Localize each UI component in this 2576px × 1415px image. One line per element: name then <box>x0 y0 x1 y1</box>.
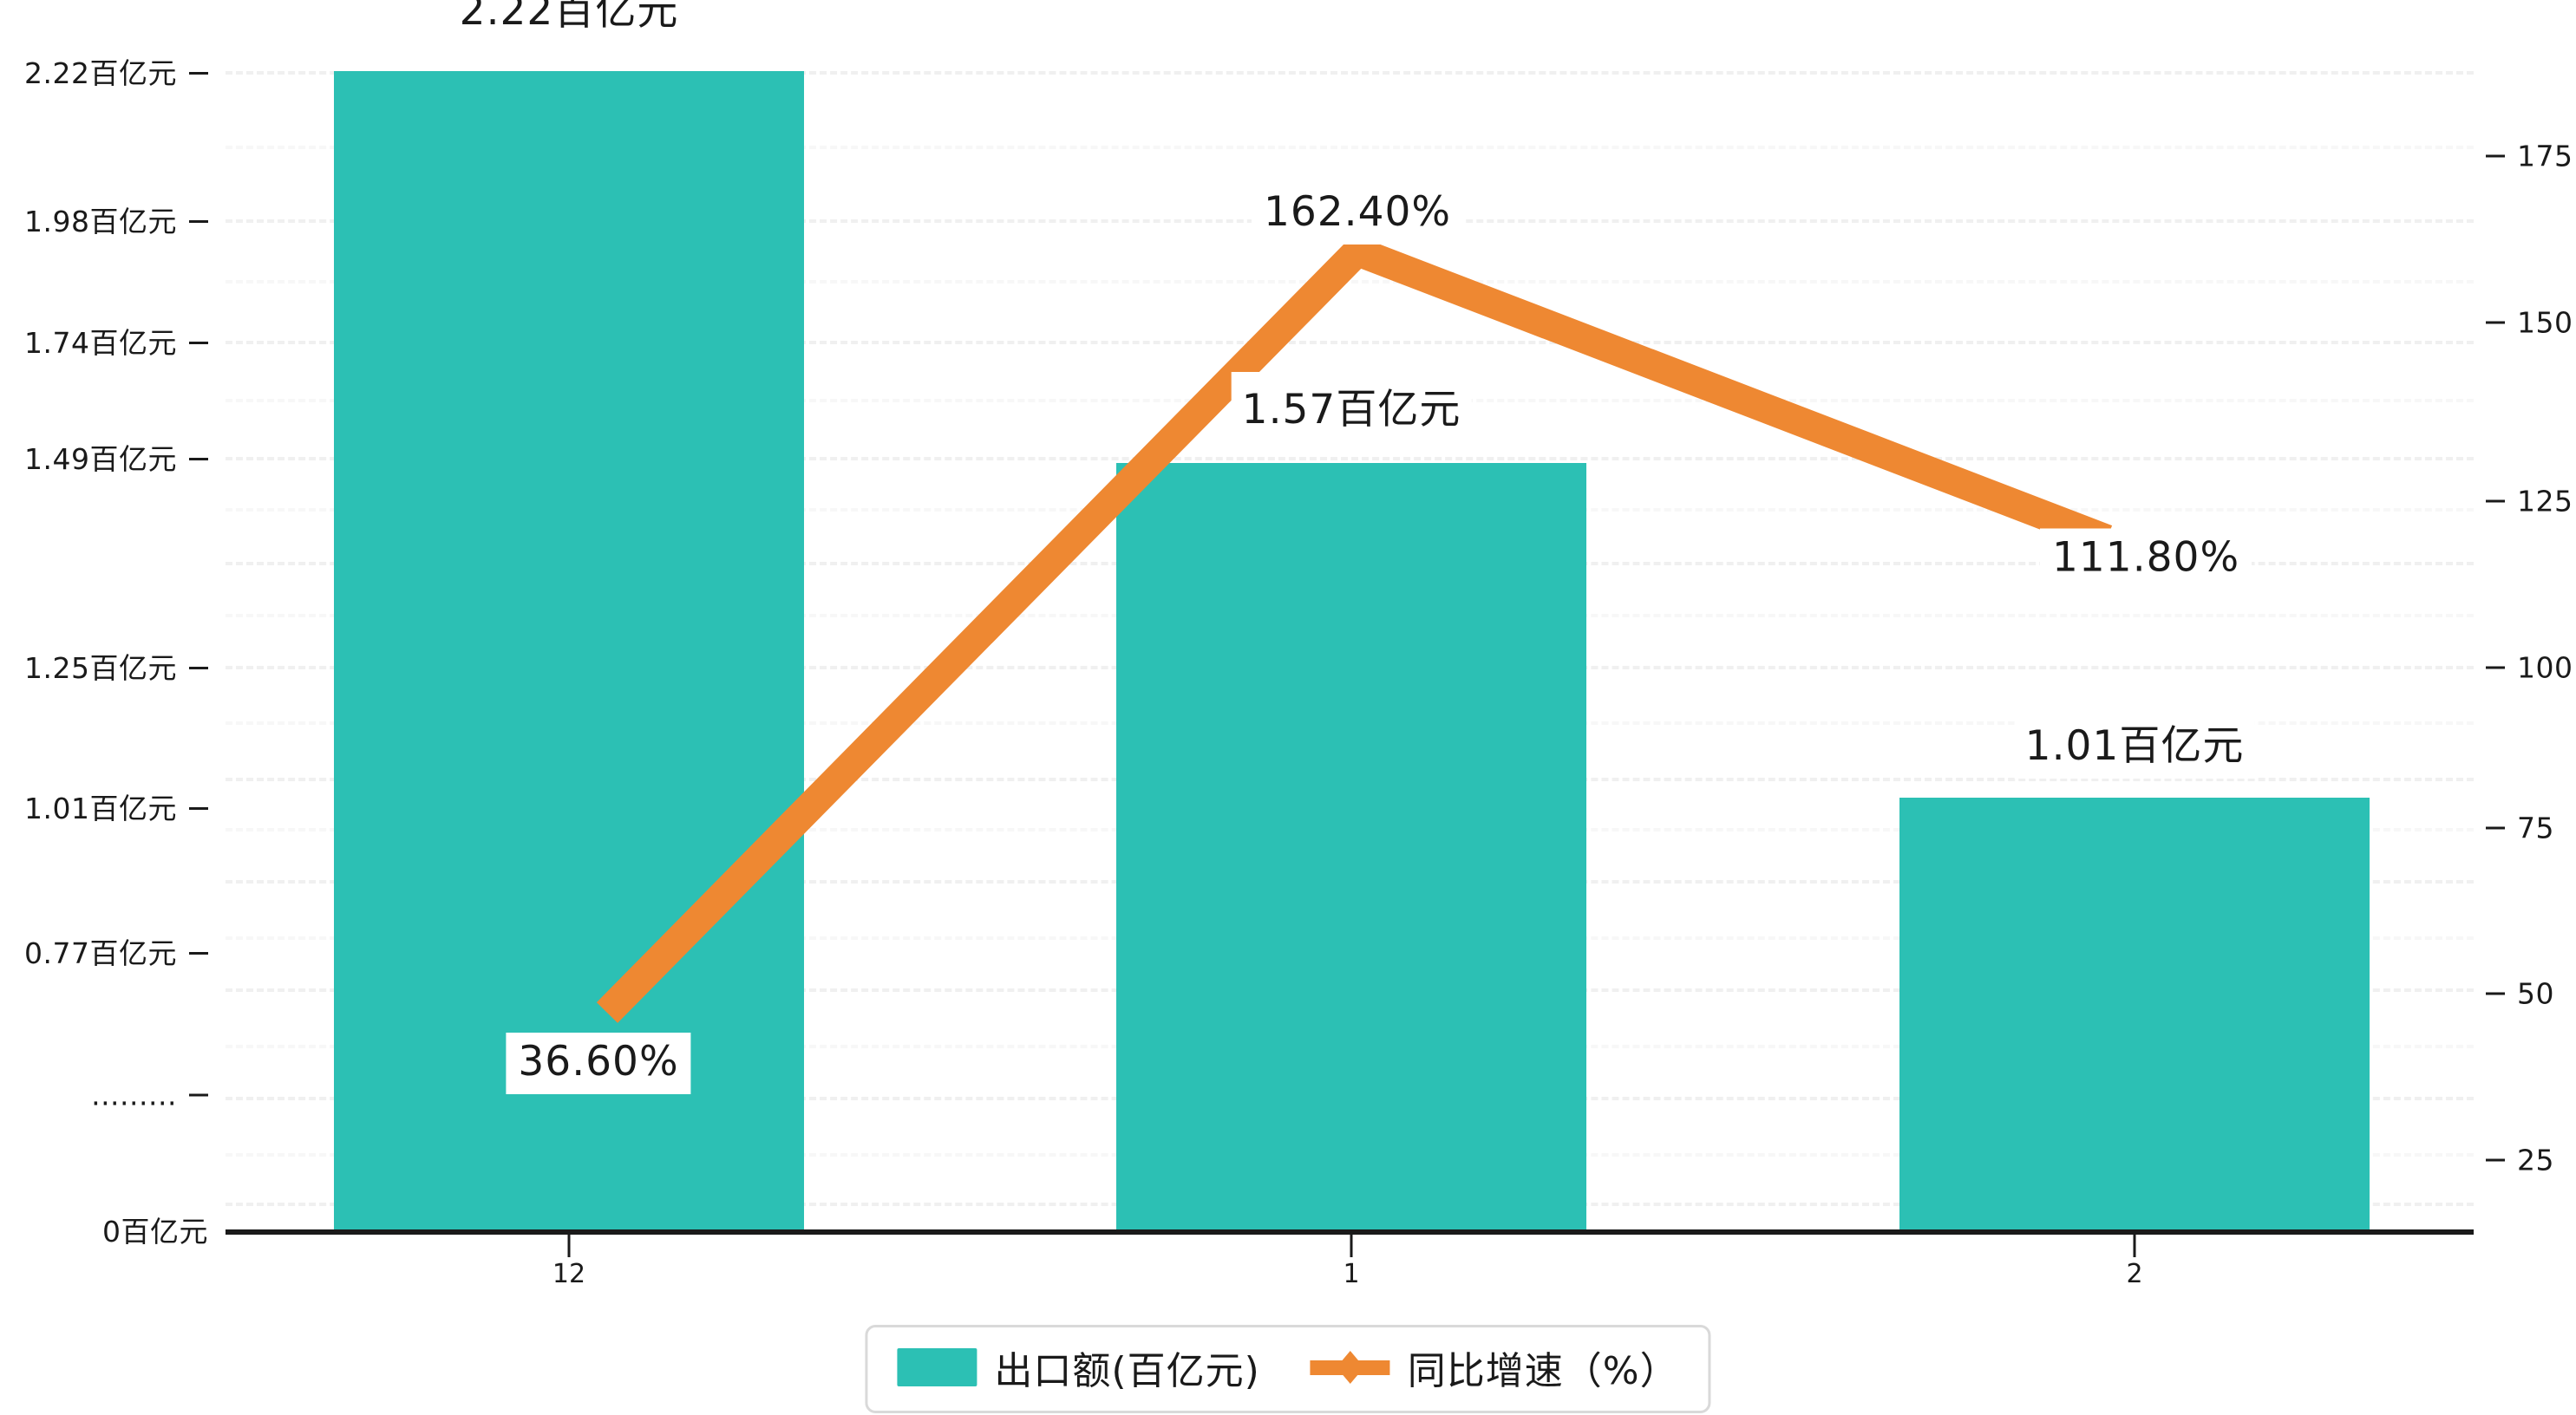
tick-mark-icon <box>2486 1158 2505 1162</box>
x-axis-tick-mark <box>1350 1235 1353 1257</box>
x-axis-label-1: 1 <box>1343 1259 1360 1289</box>
legend-bar-swatch-icon <box>897 1348 977 1386</box>
y-axis-left-tick-6: 1.74百亿元 <box>24 320 208 362</box>
tick-mark-icon <box>189 458 208 460</box>
y-axis-left-tick-3: 1.01百亿元 <box>24 786 208 827</box>
x-axis-line <box>226 1229 2474 1235</box>
tick-mark-icon <box>2486 666 2505 669</box>
bar-data-label-2: 1.01百亿元 <box>2014 708 2255 779</box>
tick-mark-icon <box>189 342 208 344</box>
bar-data-label-12: 2.22百亿元 <box>448 0 690 43</box>
x-axis-label-2: 2 <box>2126 1259 2143 1289</box>
y-axis-left-label: 1.01百亿元 <box>24 792 177 825</box>
tick-mark-icon <box>189 220 208 223</box>
legend-line-swatch-icon <box>1310 1348 1390 1386</box>
tick-mark-icon <box>2486 321 2505 324</box>
line-data-label-2: 111.80% <box>2040 528 2252 590</box>
y-axis-left-tick-5: 1.49百亿元 <box>24 436 208 478</box>
x-axis-label-12: 12 <box>552 1259 586 1289</box>
y-axis-left-tick-0: 0百亿元 <box>102 1209 208 1250</box>
legend-item-bar-series[interactable]: 出口额(百亿元) <box>897 1340 1259 1395</box>
bar-series-1-cat-1[interactable] <box>1116 463 1586 1231</box>
gridline <box>226 71 2474 75</box>
y-axis-right-label: 100 <box>2517 650 2573 685</box>
y-axis-right-tick-150: 150 <box>2486 306 2573 340</box>
line-data-label-12: 36.60% <box>506 1033 691 1094</box>
y-axis-left-tick-7: 1.98百亿元 <box>24 199 208 240</box>
y-axis-right-tick-100: 100 <box>2486 651 2573 685</box>
line-data-label-1: 162.40% <box>1251 183 1464 245</box>
y-axis-left-label: 1.74百亿元 <box>24 326 177 360</box>
tick-mark-icon <box>2486 992 2505 995</box>
y-axis-left-tick-8: 2.22百亿元 <box>24 50 208 92</box>
y-axis-right-label: 25 <box>2517 1143 2554 1177</box>
y-axis-right-tick-175: 175 <box>2486 140 2573 173</box>
tick-mark-icon <box>189 1093 208 1097</box>
y-axis-right-tick-25: 25 <box>2486 1144 2554 1177</box>
x-axis-tick-mark <box>567 1235 571 1257</box>
y-axis-right-tick-50: 50 <box>2486 977 2554 1011</box>
y-axis-right-label: 50 <box>2517 976 2554 1011</box>
chart-legend: 出口额(百亿元) 同比增速（%） <box>865 1325 1711 1413</box>
tick-mark-icon <box>189 807 208 810</box>
y-axis-left-label: 1.25百亿元 <box>24 651 177 685</box>
tick-mark-icon <box>2486 154 2505 158</box>
legend-item-line-series[interactable]: 同比增速（%） <box>1310 1340 1679 1395</box>
tick-mark-icon <box>2486 499 2505 503</box>
legend-label-line-series: 同比增速（%） <box>1407 1349 1679 1393</box>
bar-series-1-cat-2[interactable] <box>1899 798 2370 1231</box>
y-axis-right-tick-75: 75 <box>2486 812 2554 845</box>
y-axis-right-label: 125 <box>2517 484 2573 518</box>
y-axis-left-label: 1.98百亿元 <box>24 205 177 238</box>
bar-data-label-1: 1.57百亿元 <box>1231 372 1472 442</box>
tick-mark-icon <box>189 952 208 955</box>
y-axis-left-label: 1.49百亿元 <box>24 442 177 476</box>
y-axis-left-tick-2: 0.77百亿元 <box>24 930 208 972</box>
y-axis-left-label: 0百亿元 <box>102 1215 208 1249</box>
y-axis-right-label: 150 <box>2517 305 2573 340</box>
y-axis-left-label: 2.22百亿元 <box>24 56 177 90</box>
y-axis-right-label: 75 <box>2517 811 2554 845</box>
x-axis-tick-mark <box>2133 1235 2136 1257</box>
y-axis-left-tick-4: 1.25百亿元 <box>24 645 208 687</box>
tick-mark-icon <box>189 667 208 669</box>
y-axis-right-tick-125: 125 <box>2486 485 2573 518</box>
y-axis-right-label: 175 <box>2517 139 2573 173</box>
tick-mark-icon <box>2486 826 2505 830</box>
y-axis-break-label: ......... <box>91 1078 177 1112</box>
legend-diamond-marker-icon <box>1336 1351 1364 1384</box>
tick-mark-icon <box>189 72 208 75</box>
y-axis-left-label: 0.77百亿元 <box>24 936 177 970</box>
gridline <box>226 146 2474 149</box>
legend-label-bar-series: 出口额(百亿元) <box>994 1349 1260 1393</box>
y-axis-left-tick-break: ......... <box>91 1079 208 1112</box>
